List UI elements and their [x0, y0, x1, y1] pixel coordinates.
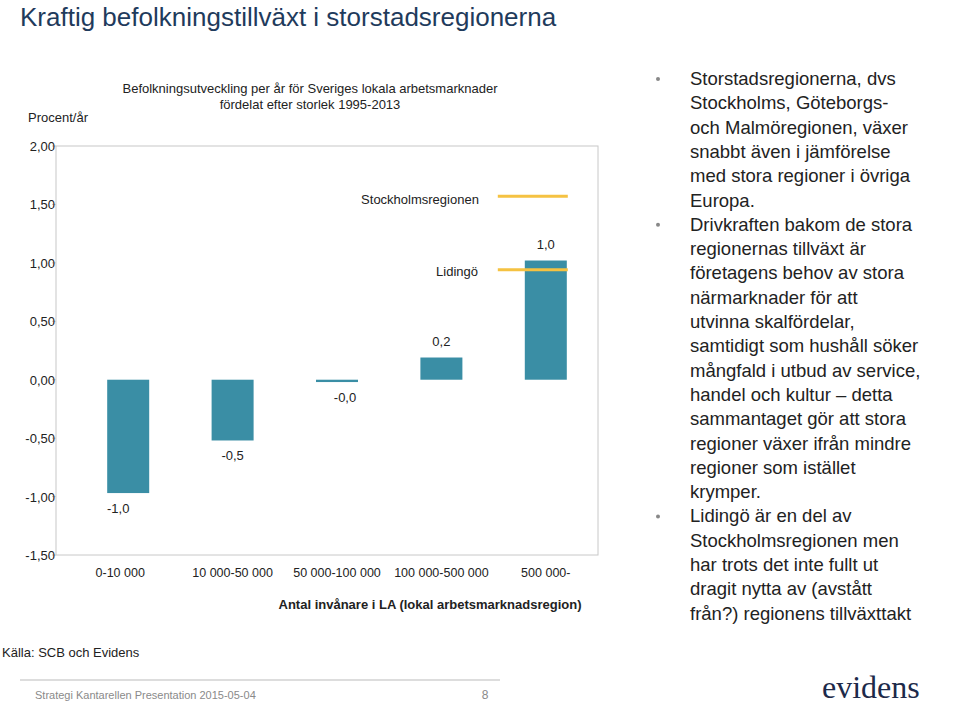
data-label: 1,0: [537, 237, 555, 252]
bullet-text: regioner växer ifrån mindre: [690, 433, 911, 454]
y-tick-label: 1,00: [30, 256, 55, 271]
plot-frame: [56, 146, 598, 555]
page-number: 8: [482, 688, 489, 702]
bullet-text: Storstadsregionerna, dvs: [690, 68, 896, 89]
bullet-text: Stockholms, Göteborgs-: [690, 92, 888, 113]
bullet-text: och Malmöregionen, växer: [690, 117, 908, 138]
bullet-text: Drivkraften bakom de stora: [690, 214, 913, 235]
bullet-text: sammantaget gör att stora: [690, 408, 907, 429]
bullet-text: Lidingö är en del av: [690, 505, 852, 526]
data-label: -0,0: [334, 390, 356, 405]
bullet-text: med stora regioner i övriga: [690, 165, 911, 186]
y-tick-label: -0,50: [25, 431, 55, 446]
reference-label: Stockholmsregionen: [361, 192, 479, 207]
reference-line: [498, 268, 568, 271]
bullet-text: krymper.: [690, 481, 761, 502]
y-tick-label: 1,50: [30, 197, 55, 212]
bullet-dot: [656, 77, 660, 81]
data-label: -0,5: [221, 448, 243, 463]
reference-line: [498, 195, 568, 198]
x-tick-label: 0-10 000: [96, 566, 145, 580]
chart-title: fördelat efter storlek 1995-2013: [220, 97, 401, 112]
y-tick-label: 0,00: [30, 373, 55, 388]
bullet-text: handel och kultur – detta: [690, 384, 893, 405]
y-tick-label: -1,50: [25, 548, 55, 563]
slide-title: Kraftig befolkningstillväxt i storstadsr…: [20, 2, 557, 32]
bar: [420, 358, 462, 380]
bullet-text: snabbt även i jämförelse: [690, 141, 891, 162]
source: Källa: SCB och Evidens: [2, 645, 140, 660]
bullet-text: mångfald i utbud av service,: [690, 360, 920, 381]
y-tick-label: -1,00: [25, 490, 55, 505]
x-tick-label: 10 000-50 000: [192, 566, 273, 580]
bullet-text: utvinna skalfördelar,: [690, 311, 855, 332]
bar: [107, 380, 149, 493]
bar: [525, 261, 567, 380]
footer-text: Strategi Kantarellen Presentation 2015-0…: [35, 689, 256, 701]
bars: [107, 196, 568, 493]
data-label: -1,0: [107, 501, 129, 516]
bar: [212, 380, 254, 441]
logo: evidens: [822, 669, 920, 705]
bullet-text: har trots det inte fullt ut: [690, 554, 878, 575]
bullet-text: regioner som istället: [690, 457, 856, 478]
bullet-text: företagens behov av stora: [690, 262, 905, 283]
bullet-text: Europa.: [690, 190, 755, 211]
bullet-dot: [656, 514, 660, 518]
y-axis-label: Procent/år: [28, 110, 89, 125]
bullet-dot: [656, 223, 660, 227]
chart-title: Befolkningsutveckling per år för Sverige…: [122, 81, 498, 96]
x-axis-label: Antal invånare i LA (lokal arbetsmarknad…: [279, 597, 582, 612]
y-tick-label: 0,50: [30, 314, 55, 329]
footer-rule: [20, 680, 500, 681]
bullet-text: dragit nytta av (avstått: [690, 578, 872, 599]
reference-label: Lidingö: [436, 264, 478, 279]
bullet-text: regionernas tillväxt är: [690, 238, 866, 259]
bullet-text: från?) regionens tillväxttakt: [690, 603, 911, 624]
bullet-text: Stockholmsregionen men: [690, 530, 899, 551]
x-tick-label: 100 000-500 000: [394, 566, 489, 580]
slide: Kraftig befolkningstillväxt i storstadsr…: [0, 0, 960, 709]
bullet-text: samtidigt som hushåll söker: [690, 335, 918, 356]
bullet-text: närmarknader för att: [690, 287, 858, 308]
data-label: 0,2: [432, 334, 450, 349]
x-tick-label: 50 000-100 000: [293, 566, 381, 580]
y-tick-label: 2,00: [30, 139, 55, 154]
bar: [316, 380, 358, 382]
x-tick-label: 500 000-: [521, 566, 570, 580]
